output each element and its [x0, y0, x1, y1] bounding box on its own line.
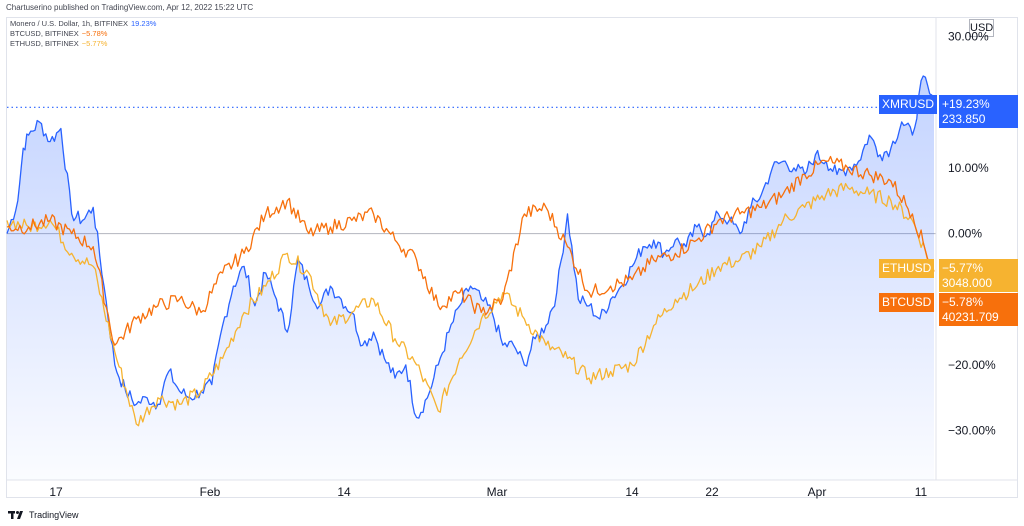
- legend-label: Monero / U.S. Dollar, 1h, BITFINEX: [10, 19, 128, 28]
- chart-frame: [6, 17, 1018, 498]
- xmr-tag: XMRUSD: [879, 95, 1018, 114]
- legend-value: −5.78%: [81, 29, 108, 38]
- legend-value: −5.77%: [81, 39, 108, 48]
- legend-value: 19.23%: [130, 19, 157, 28]
- y-tick-label: −20.00%: [948, 358, 996, 372]
- price-axis[interactable]: 30.00% 10.00% 0.00% −20.00% −30.00%: [948, 30, 996, 438]
- xmr-tag-change: +19.23%: [942, 97, 990, 111]
- xmr-tag-price: 233.850: [942, 112, 986, 126]
- footer-brand-label: TradingView: [29, 510, 79, 520]
- x-tick-label: 22: [705, 485, 719, 499]
- eth-tag-price: 3048.000: [942, 276, 993, 290]
- currency-unit-button[interactable]: USD: [969, 19, 994, 37]
- legend-label: BTCUSD, BITFINEX: [10, 29, 79, 38]
- eth-tag-name: ETHUSD: [879, 259, 935, 278]
- x-tick-label: Feb: [200, 485, 221, 499]
- xmr-tag-name: XMRUSD: [879, 95, 938, 114]
- legend-row-eth[interactable]: ETHUSD, BITFINEX −5.77%: [10, 39, 156, 49]
- y-tick-label: 10.00%: [948, 161, 989, 175]
- eth-tag-box: −5.77% 3048.000: [939, 259, 1018, 292]
- x-tick-label: 14: [625, 485, 639, 499]
- x-tick-label: 14: [337, 485, 351, 499]
- y-tick-label: 30.00%: [948, 30, 989, 44]
- btc-tag-box: −5.78% 40231.709: [939, 293, 1018, 326]
- series-area-xmrusd: [7, 76, 934, 480]
- btc-tag-change: −5.78%: [942, 295, 984, 309]
- published-note: Chartuserino published on TradingView.co…: [6, 3, 254, 12]
- legend-row-xmr[interactable]: Monero / U.S. Dollar, 1h, BITFINEX 19.23%: [10, 19, 156, 29]
- btc-tag-name: BTCUSD: [879, 293, 935, 312]
- y-tick-label: 0.00%: [948, 227, 982, 241]
- xmr-tag-box: +19.23% 233.850: [939, 95, 1018, 128]
- eth-tag-change: −5.77%: [942, 261, 984, 275]
- series-line-xmrusd[interactable]: [6, 75, 935, 419]
- legend-row-btc[interactable]: BTCUSD, BITFINEX −5.78%: [10, 29, 156, 39]
- series-line-btcusd[interactable]: [6, 155, 935, 346]
- eth-tag: ETHUSD: [879, 259, 1018, 278]
- tradingview-logo-icon: [8, 511, 23, 519]
- x-tick-label: Apr: [808, 485, 827, 499]
- legend: Monero / U.S. Dollar, 1h, BITFINEX 19.23%…: [10, 19, 156, 49]
- x-tick-label: 17: [49, 485, 63, 499]
- time-axis[interactable]: 17 Feb 14 Mar 14 22 Apr 11: [49, 485, 927, 499]
- footer-brand[interactable]: TradingView: [8, 510, 79, 520]
- x-tick-label: 11: [915, 485, 928, 499]
- y-tick-label: −30.00%: [948, 424, 996, 438]
- x-tick-label: Mar: [487, 485, 508, 499]
- legend-label: ETHUSD, BITFINEX: [10, 39, 79, 48]
- btc-tag-price: 40231.709: [942, 310, 999, 324]
- series-line-ethusd[interactable]: [6, 182, 935, 427]
- btc-tag: BTCUSD: [879, 293, 1018, 312]
